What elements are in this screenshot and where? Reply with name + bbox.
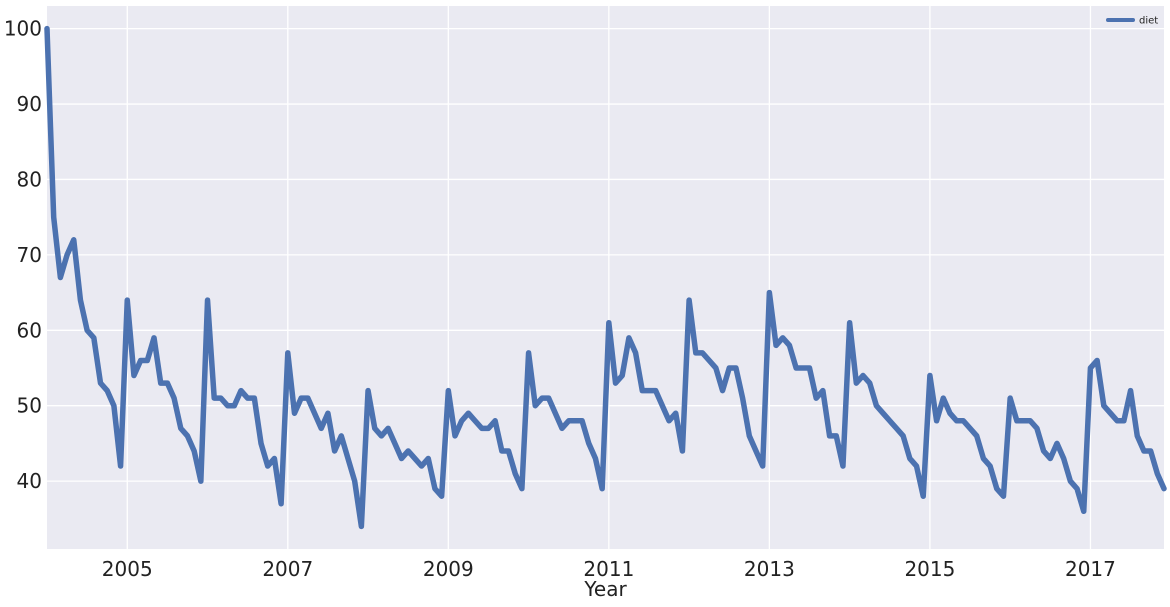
y-tick-label: 90 (17, 92, 42, 116)
x-tick-label: 2009 (423, 557, 474, 581)
x-tick-label: 2013 (744, 557, 795, 581)
x-tick-label: 2005 (102, 557, 153, 581)
x-tick-label: 2007 (262, 557, 313, 581)
series-group (44, 25, 1167, 530)
x-tick-label: 2011 (583, 557, 634, 581)
y-tick-label: 60 (17, 318, 42, 342)
y-axis: 40 50 60 70 80 90 100 (4, 17, 42, 494)
legend: diet (1106, 16, 1158, 27)
x-axis: 2005 2007 2009 2011 2013 2015 2017 (102, 557, 1116, 581)
y-tick-label: 70 (17, 243, 42, 267)
y-tick-label: 80 (17, 167, 42, 191)
x-tick-label: 2017 (1065, 557, 1116, 581)
series-line-diet (44, 25, 1167, 530)
legend-label: diet (1139, 16, 1158, 27)
y-tick-label: 40 (17, 469, 42, 493)
x-axis-title: Year (583, 577, 627, 601)
y-tick-label: 100 (4, 17, 42, 41)
y-tick-label: 50 (17, 394, 42, 418)
x-tick-label: 2015 (904, 557, 955, 581)
